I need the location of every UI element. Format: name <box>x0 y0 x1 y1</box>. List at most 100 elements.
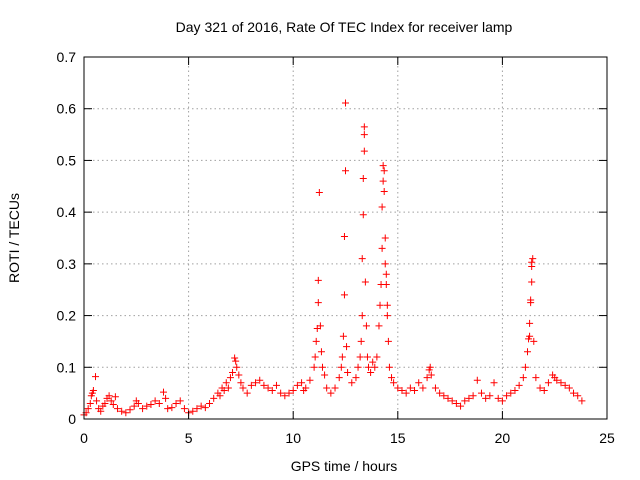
data-point <box>359 175 367 183</box>
data-point <box>419 384 427 392</box>
data-point <box>457 402 465 410</box>
data-point <box>365 363 373 371</box>
data-point <box>536 384 544 392</box>
data-point <box>406 384 414 392</box>
x-tick-label: 15 <box>390 430 406 446</box>
data-point <box>557 379 565 387</box>
data-point <box>312 337 320 345</box>
data-point <box>321 371 329 379</box>
data-point <box>553 376 561 384</box>
data-point <box>378 244 386 252</box>
data-point <box>359 211 367 219</box>
data-point <box>193 405 201 413</box>
data-point <box>507 389 515 397</box>
data-point <box>143 402 151 410</box>
y-tick-label: 0.2 <box>57 308 77 324</box>
data-point <box>415 379 423 387</box>
data-point <box>390 379 398 387</box>
data-point <box>268 387 276 395</box>
data-point <box>314 299 322 307</box>
data-point <box>176 397 184 405</box>
data-point <box>89 387 97 395</box>
x-tick-label: 0 <box>80 430 88 446</box>
y-tick-label: 0.5 <box>57 152 77 168</box>
data-point <box>360 147 368 155</box>
data-point <box>452 399 460 407</box>
data-point <box>352 374 360 382</box>
data-point <box>528 258 536 266</box>
data-point <box>423 374 431 382</box>
data-point <box>337 363 345 371</box>
data-point <box>134 399 142 407</box>
y-tick-label: 0.1 <box>57 359 77 375</box>
data-point <box>206 399 214 407</box>
data-point <box>574 392 582 400</box>
data-point <box>272 381 280 389</box>
data-point <box>461 397 469 405</box>
data-point <box>356 353 364 361</box>
data-point <box>111 393 119 401</box>
data-point <box>92 373 100 381</box>
data-point <box>314 276 322 284</box>
data-point <box>235 371 243 379</box>
data-point <box>411 387 419 395</box>
data-point <box>101 399 109 407</box>
data-point <box>247 381 255 389</box>
data-points <box>80 99 586 419</box>
data-point <box>362 322 370 330</box>
data-point <box>367 368 375 376</box>
data-point <box>168 404 176 412</box>
data-point <box>256 376 264 384</box>
data-point <box>130 402 138 410</box>
axis-ticks: 0 5 10 15 20 25 0 0.1 0.2 0.3 0.4 0.5 0.6 0.7 <box>57 49 615 446</box>
data-point <box>381 234 389 242</box>
data-point <box>375 322 383 330</box>
y-axis-label: ROTI / TECUs <box>6 193 22 283</box>
data-point <box>360 131 368 139</box>
data-point <box>526 319 534 327</box>
data-point <box>338 353 346 361</box>
y-tick-label: 0.3 <box>57 256 77 272</box>
y-tick-label: 0.6 <box>57 101 77 117</box>
data-point <box>237 379 245 387</box>
data-point <box>164 405 172 413</box>
data-point <box>340 232 348 240</box>
data-point <box>122 409 130 417</box>
data-point <box>444 394 452 402</box>
data-point <box>239 384 247 392</box>
data-point <box>172 399 180 407</box>
data-point <box>113 405 121 413</box>
data-point <box>503 392 511 400</box>
data-point <box>229 368 237 376</box>
x-tick-label: 20 <box>495 430 511 446</box>
data-point <box>216 392 224 400</box>
data-point <box>180 405 188 413</box>
data-point <box>519 374 527 382</box>
data-point <box>107 397 115 405</box>
data-point <box>379 162 387 170</box>
data-point <box>293 381 301 389</box>
data-point <box>318 363 326 371</box>
data-point <box>515 381 523 389</box>
data-point <box>473 376 481 384</box>
data-point <box>529 255 537 263</box>
data-point <box>139 405 147 413</box>
data-point <box>105 392 113 400</box>
data-point <box>378 203 386 211</box>
data-point <box>344 368 352 376</box>
data-point <box>220 387 228 395</box>
data-point <box>521 363 529 371</box>
data-point <box>382 270 390 278</box>
data-point <box>316 322 324 330</box>
x-tick-label: 25 <box>599 430 615 446</box>
data-point <box>224 384 232 392</box>
data-point <box>561 381 569 389</box>
data-point <box>532 374 540 382</box>
data-point <box>376 301 384 309</box>
data-point <box>371 363 379 371</box>
data-point <box>317 348 325 356</box>
data-point <box>189 407 197 415</box>
y-tick-label: 0.4 <box>57 204 77 220</box>
data-point <box>281 392 289 400</box>
